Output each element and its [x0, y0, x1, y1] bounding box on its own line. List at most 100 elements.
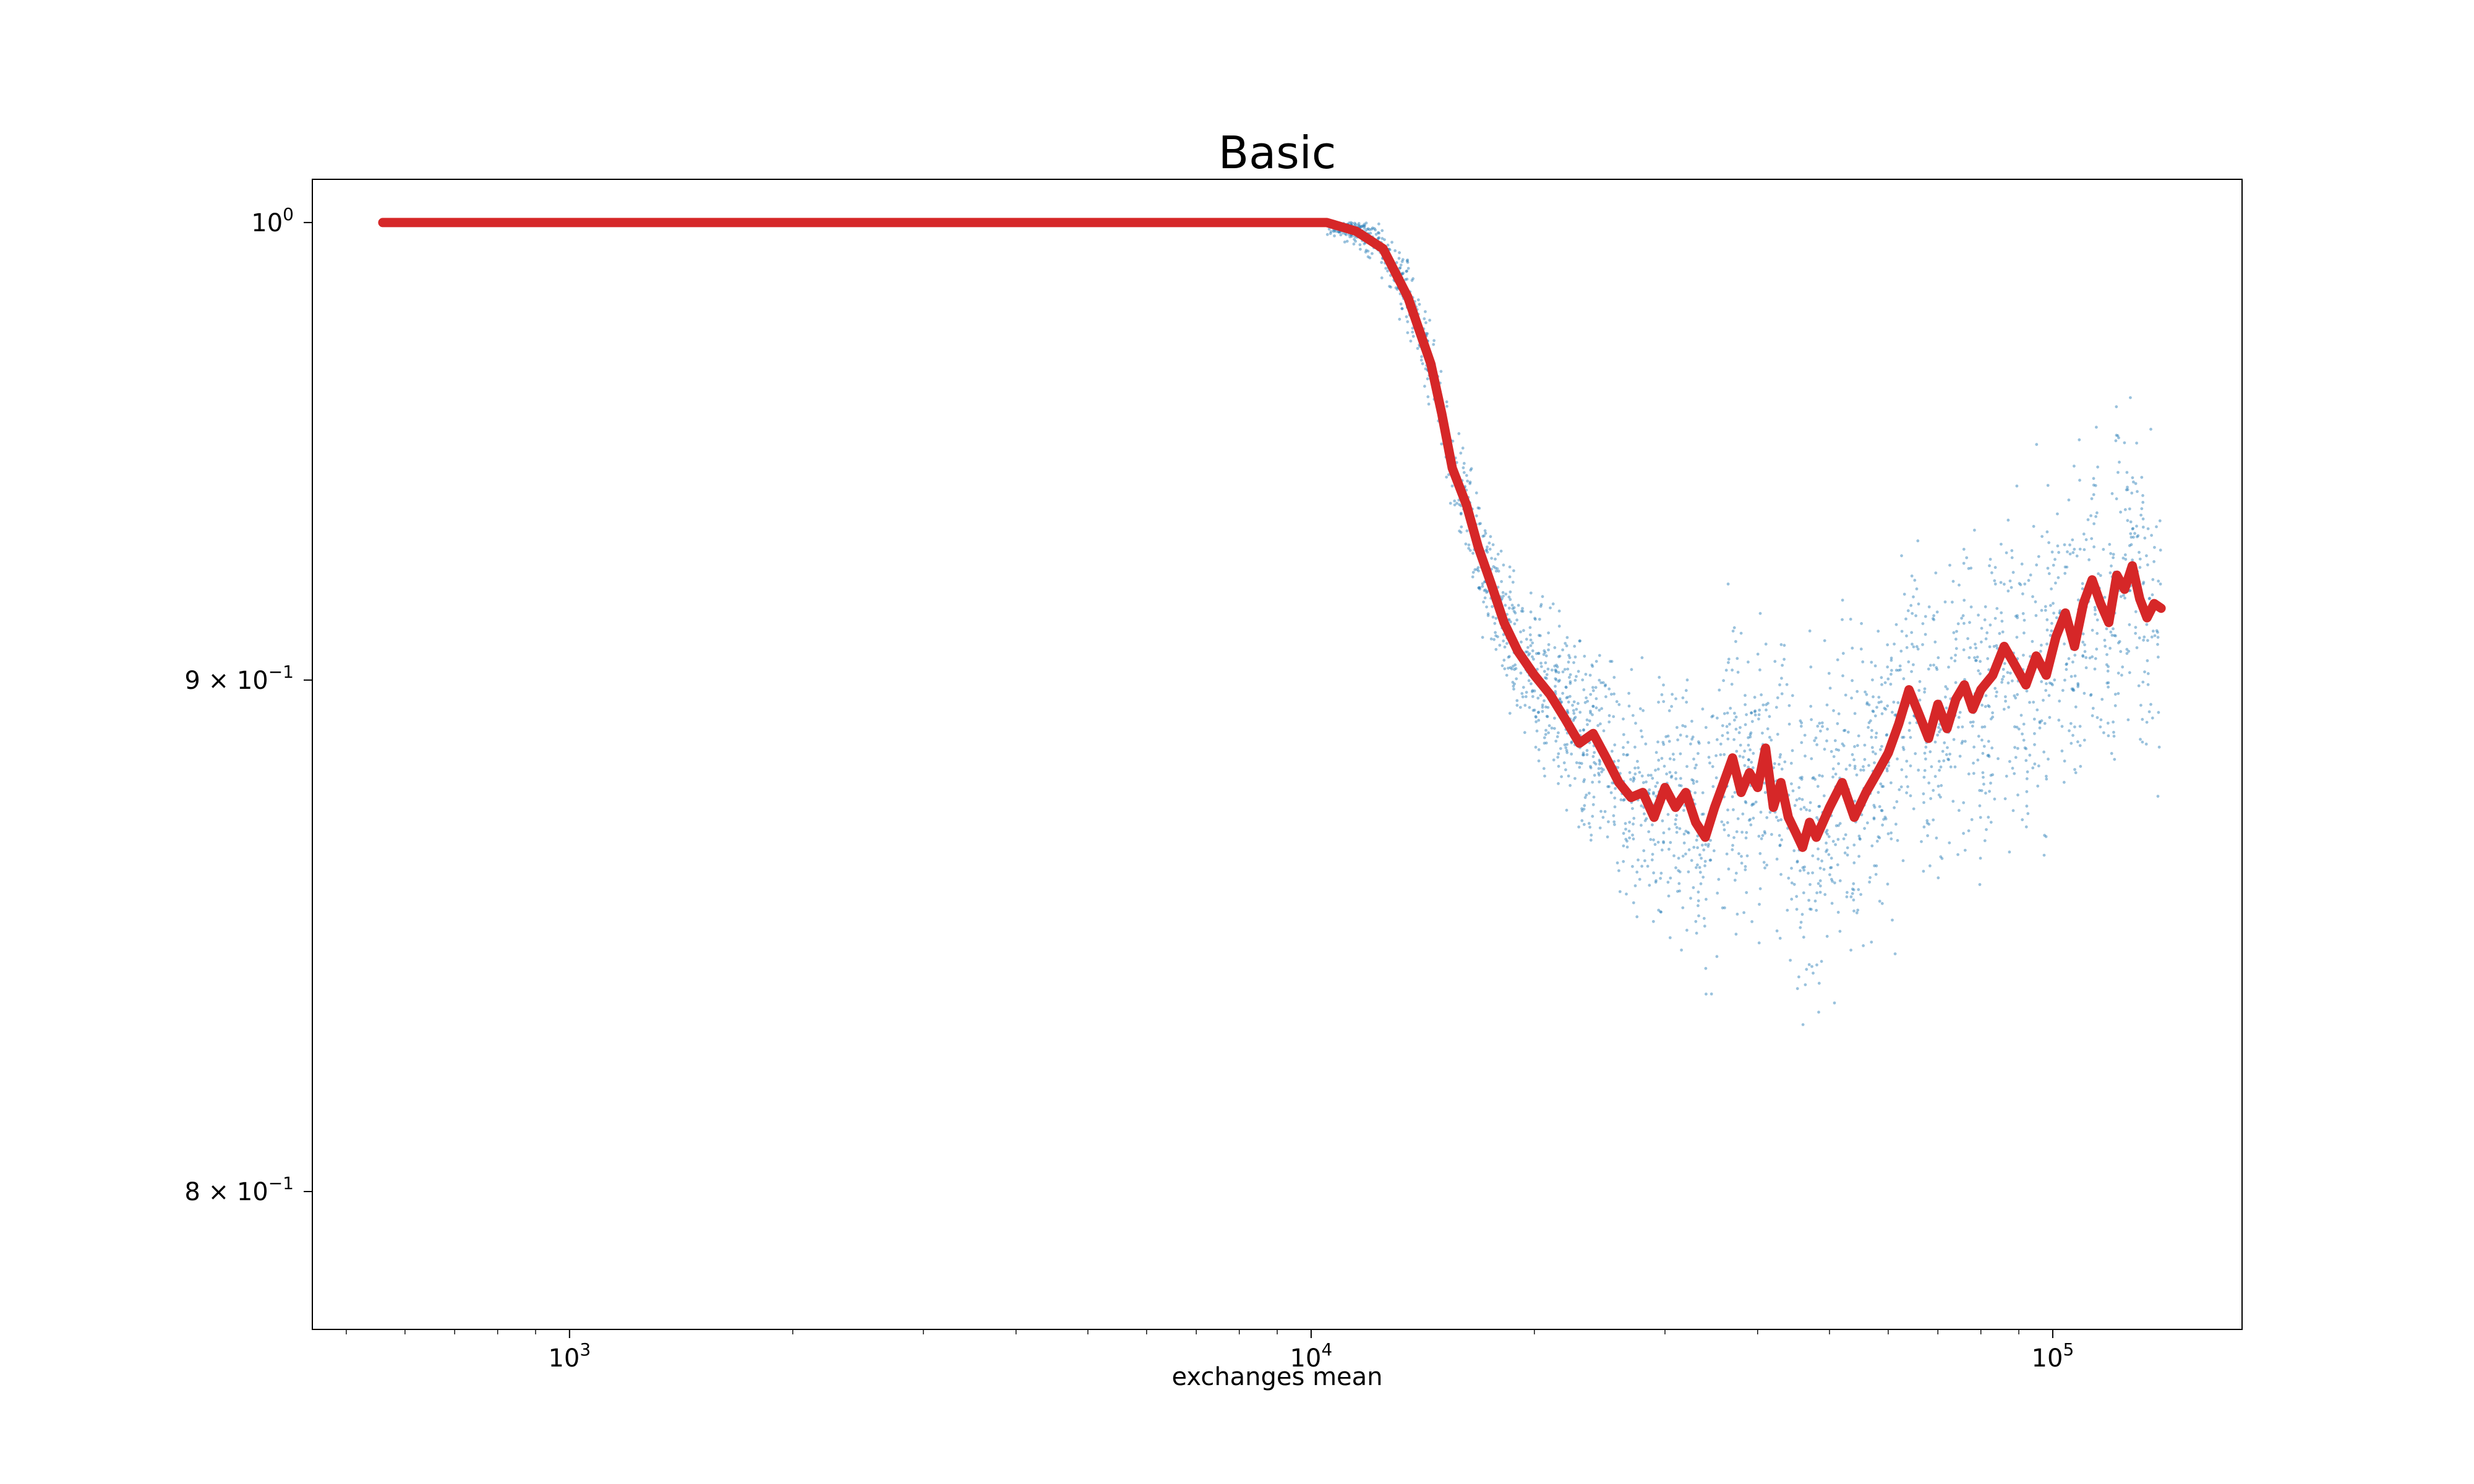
sample-point — [1569, 783, 1572, 787]
sample-point — [1857, 855, 1861, 858]
sample-point — [2042, 699, 2045, 702]
sample-point — [1931, 617, 1935, 620]
sample-point — [1946, 757, 1950, 761]
sample-point — [1531, 709, 1535, 712]
sample-point — [2096, 465, 2100, 469]
sample-point — [1505, 673, 1509, 677]
sample-point — [1629, 778, 1633, 781]
sample-point — [1594, 686, 1598, 689]
sample-point — [1753, 696, 1757, 699]
x-tick-exponent: 5 — [2063, 1339, 2074, 1360]
sample-point — [2076, 682, 2080, 685]
sample-point — [1356, 223, 1360, 227]
sample-point — [1752, 816, 1755, 820]
sample-point — [2037, 764, 2040, 768]
sample-point — [1728, 722, 1731, 726]
sample-point — [1679, 733, 1682, 737]
sample-point — [1557, 625, 1561, 628]
sample-point — [2044, 605, 2047, 608]
sample-point — [1765, 816, 1769, 819]
sample-point — [2105, 663, 2108, 667]
sample-point — [2142, 638, 2146, 642]
sample-point — [1543, 699, 1546, 702]
sample-point — [1501, 591, 1505, 594]
sample-point — [1567, 774, 1570, 778]
sample-point — [1371, 226, 1374, 230]
sample-point — [2091, 714, 2094, 717]
sample-point — [1872, 817, 1876, 821]
sample-point — [1498, 644, 1502, 647]
sample-point — [1468, 480, 1472, 484]
sample-point — [1843, 728, 1847, 732]
sample-point — [1667, 740, 1671, 743]
sample-point — [1877, 629, 1880, 633]
sample-point — [1625, 839, 1629, 843]
sample-point — [1878, 805, 1881, 808]
sample-point — [2102, 548, 2105, 551]
sample-point — [1917, 602, 1920, 606]
sample-point — [1912, 807, 1915, 811]
sample-point — [1622, 798, 1626, 801]
sample-point — [1954, 638, 1958, 641]
sample-point — [1842, 744, 1846, 748]
sample-point — [1360, 224, 1364, 228]
sample-point — [1909, 794, 1912, 798]
sample-point — [1557, 731, 1560, 735]
sample-point — [1707, 741, 1711, 744]
sample-point — [1565, 751, 1569, 754]
sample-point — [1789, 958, 1792, 962]
sample-point — [1951, 579, 1955, 583]
sample-point — [1993, 582, 1997, 586]
sample-point — [1580, 809, 1584, 812]
sample-point — [1766, 702, 1770, 705]
sample-point — [1633, 745, 1637, 749]
sample-point — [1727, 661, 1730, 664]
sample-point — [1377, 236, 1381, 239]
sample-point — [1897, 668, 1901, 672]
sample-point — [1958, 754, 1962, 758]
sample-point — [1508, 712, 1512, 715]
sample-point — [2156, 631, 2159, 634]
sample-point — [1787, 722, 1791, 726]
sample-point — [2125, 488, 2128, 492]
sample-point — [1860, 622, 1864, 625]
sample-point — [2142, 635, 2146, 639]
sample-point — [2021, 612, 2025, 615]
sample-point — [2024, 759, 2028, 762]
sample-point — [1971, 720, 1975, 723]
sample-point — [2054, 581, 2057, 585]
sample-point — [2157, 710, 2160, 714]
sample-point — [1487, 541, 1491, 545]
sample-point — [1701, 791, 1705, 795]
sample-point — [2139, 738, 2142, 741]
sample-point — [1808, 883, 1812, 886]
sample-point — [1586, 723, 1589, 727]
sample-point — [2134, 482, 2138, 485]
sample-point — [1566, 667, 1570, 671]
sample-point — [1947, 665, 1950, 669]
sample-point — [1641, 781, 1645, 785]
sample-point — [1836, 658, 1839, 662]
sample-point — [2048, 715, 2052, 719]
sample-point — [1582, 780, 1586, 783]
sample-point — [1813, 778, 1817, 781]
sample-point — [1599, 767, 1603, 770]
sample-point — [1855, 773, 1859, 777]
sample-point — [1938, 769, 1941, 772]
sample-point — [1601, 816, 1605, 819]
sample-point — [1757, 835, 1761, 838]
sample-point — [1877, 696, 1881, 699]
sample-point — [2095, 511, 2099, 514]
sample-point — [1698, 853, 1701, 856]
sample-point — [1521, 610, 1525, 613]
sample-point — [1622, 753, 1625, 756]
sample-point — [2065, 663, 2068, 667]
sample-point — [2050, 550, 2054, 554]
sample-point — [1502, 563, 1505, 567]
sample-point — [1704, 843, 1708, 846]
sample-point — [1870, 735, 1873, 739]
sample-point — [1632, 777, 1636, 781]
sample-point — [1924, 745, 1928, 749]
sample-point — [1862, 944, 1865, 947]
sample-point — [1604, 683, 1607, 687]
